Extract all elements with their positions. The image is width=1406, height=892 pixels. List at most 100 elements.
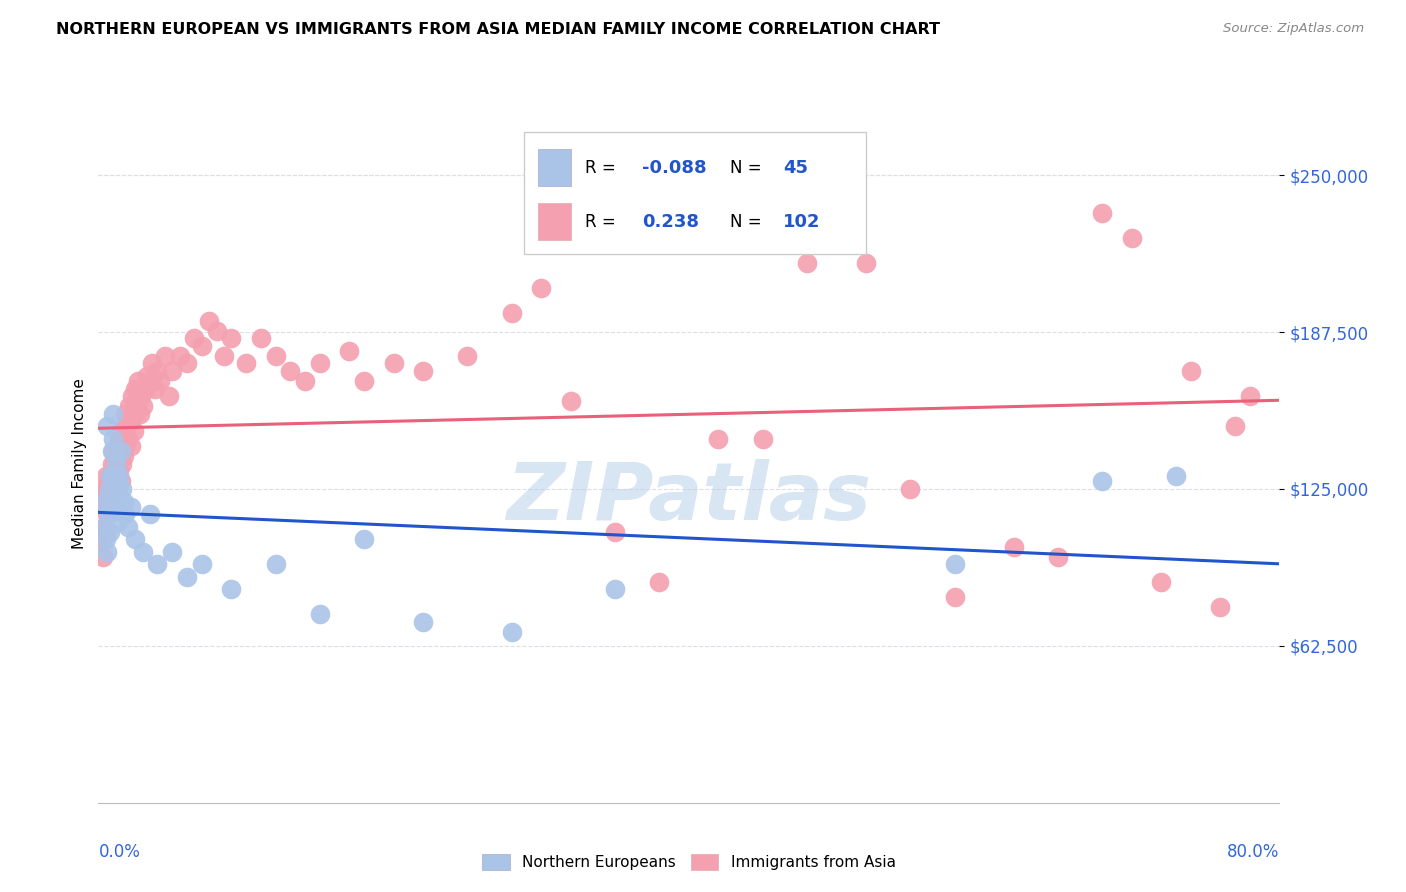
Point <box>212 349 235 363</box>
Point <box>107 469 129 483</box>
Point <box>112 450 135 464</box>
Point <box>176 356 198 370</box>
Point <box>112 424 135 438</box>
Point <box>146 364 169 378</box>
Point <box>93 482 115 496</box>
Point <box>108 432 131 446</box>
Point <box>120 439 142 453</box>
Point <box>100 490 122 504</box>
Text: -0.088: -0.088 <box>641 159 706 177</box>
Point <box>105 475 128 489</box>
Point <box>125 399 148 413</box>
Text: N =: N = <box>730 213 762 231</box>
Point <box>112 494 135 508</box>
Text: 0.238: 0.238 <box>641 213 699 231</box>
Point <box>530 281 553 295</box>
Point <box>129 389 152 403</box>
Point <box>96 545 118 559</box>
Point <box>103 469 125 483</box>
Text: Source: ZipAtlas.com: Source: ZipAtlas.com <box>1223 22 1364 36</box>
Point <box>93 519 115 533</box>
Point <box>103 494 125 508</box>
Point <box>98 469 121 483</box>
Point <box>103 432 125 446</box>
Point <box>105 457 128 471</box>
Point <box>103 469 125 483</box>
Point <box>114 439 136 453</box>
Point <box>278 364 302 378</box>
Point <box>127 374 149 388</box>
Point <box>114 507 136 521</box>
Point <box>943 558 966 572</box>
Point <box>117 407 139 421</box>
Point <box>149 374 172 388</box>
Point <box>191 339 214 353</box>
Point <box>110 475 132 489</box>
Point <box>1150 574 1173 589</box>
Point <box>110 424 132 438</box>
Point <box>751 432 773 446</box>
Point <box>141 356 163 370</box>
Point <box>118 399 141 413</box>
Point <box>94 524 117 539</box>
FancyBboxPatch shape <box>537 149 571 186</box>
Point <box>100 457 122 471</box>
Text: 45: 45 <box>783 159 808 177</box>
Point <box>139 507 162 521</box>
Point <box>94 469 117 483</box>
Point <box>97 500 120 514</box>
Point <box>191 558 214 572</box>
Point <box>120 500 142 514</box>
Point <box>132 545 155 559</box>
Point <box>103 500 125 514</box>
Point <box>93 519 115 533</box>
Point <box>169 349 191 363</box>
Y-axis label: Median Family Income: Median Family Income <box>72 378 87 549</box>
Point <box>110 450 132 464</box>
Point <box>183 331 205 345</box>
Point <box>100 444 122 458</box>
Point <box>103 407 125 421</box>
Point <box>1046 549 1069 564</box>
Point <box>1121 231 1143 245</box>
Point <box>825 180 848 194</box>
Text: R =: R = <box>585 213 616 231</box>
Point <box>157 389 180 403</box>
Point <box>96 507 118 521</box>
Point <box>120 414 142 428</box>
Point <box>176 570 198 584</box>
Point <box>132 399 155 413</box>
Point <box>1164 469 1187 483</box>
Point <box>122 424 145 438</box>
Point <box>104 475 127 489</box>
Point <box>162 364 183 378</box>
Point <box>105 450 128 464</box>
Point <box>162 545 183 559</box>
Point <box>117 519 139 533</box>
Point <box>98 469 121 483</box>
Point <box>107 444 129 458</box>
Point <box>96 419 118 434</box>
Point <box>136 368 159 383</box>
Point <box>1091 206 1114 220</box>
Point <box>110 444 132 458</box>
Point <box>107 482 129 496</box>
Point <box>605 524 627 539</box>
Point <box>707 432 730 446</box>
Text: R =: R = <box>585 159 616 177</box>
Point <box>264 349 287 363</box>
Point <box>103 482 125 496</box>
Point <box>108 469 131 483</box>
Point <box>250 331 273 345</box>
Point <box>90 532 112 546</box>
Point <box>353 374 375 388</box>
Point <box>94 500 117 514</box>
Point <box>1091 475 1114 489</box>
Point <box>97 475 120 489</box>
Point <box>135 382 157 396</box>
Text: N =: N = <box>730 159 762 177</box>
FancyBboxPatch shape <box>523 132 866 253</box>
Point <box>560 394 582 409</box>
Point <box>309 607 332 622</box>
Point <box>235 356 257 370</box>
